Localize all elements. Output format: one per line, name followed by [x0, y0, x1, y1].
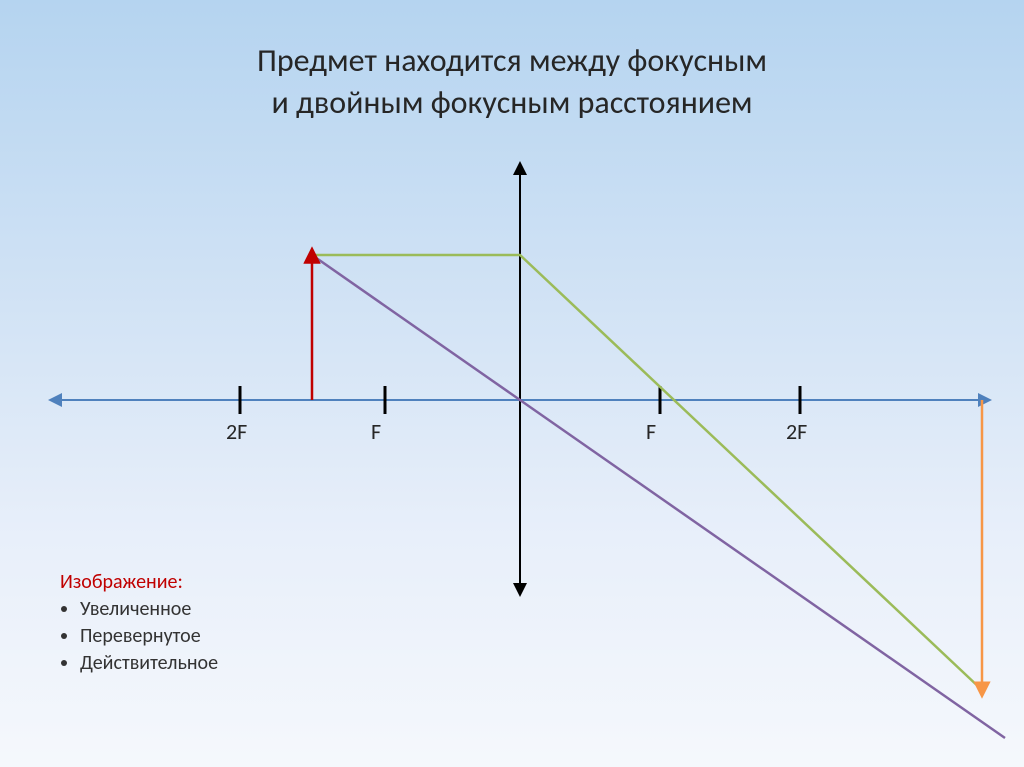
tick-label: 2F — [786, 418, 807, 445]
legend: Изображение: УвеличенноеПеревернутоеДейс… — [60, 570, 218, 677]
tick-label: F — [371, 418, 381, 445]
legend-title: Изображение: — [60, 570, 218, 594]
legend-item: Увеличенное — [80, 596, 218, 623]
slide: Предмет находится между фокусным и двойн… — [0, 0, 1024, 767]
legend-item: Перевернутое — [80, 623, 218, 650]
tick-label: 2F — [226, 418, 247, 445]
legend-item: Действительное — [80, 650, 218, 677]
ray-center — [312, 255, 1005, 738]
tick-label: F — [646, 418, 656, 445]
legend-list: УвеличенноеПеревернутоеДействительное — [60, 596, 218, 677]
ray-parallel — [312, 255, 982, 690]
